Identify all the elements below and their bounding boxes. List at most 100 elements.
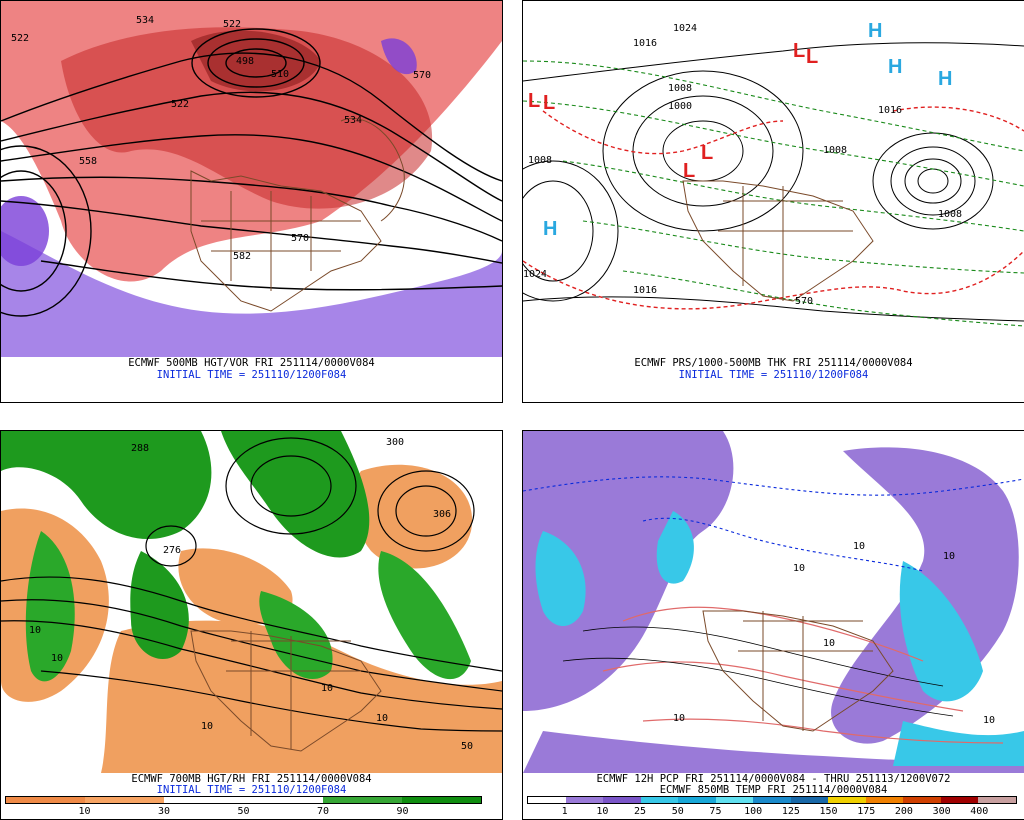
colorbar-swatch [164, 797, 244, 803]
colorbar-swatch [865, 797, 904, 803]
contour-label: 10 [376, 713, 388, 724]
colorbar-swatch [85, 797, 165, 803]
colorbar-tick-label: 50 [671, 806, 684, 817]
colorbar-tick-label: 100 [744, 806, 763, 817]
contour-label: 522 [11, 33, 29, 44]
contour-label: 10 [201, 721, 213, 732]
panel-title: ECMWF 700MB HGT/RH FRI 251114/0000V084 [131, 773, 372, 785]
high-pressure-label: H [938, 68, 952, 90]
colorbar-tick-label: 1 [561, 806, 568, 817]
contour-label: 534 [136, 15, 154, 26]
contour-label: 10 [51, 653, 63, 664]
colorbar-tick-label: 50 [237, 806, 250, 817]
low-pressure-label: L [543, 92, 555, 114]
colorbar-tick-label: 10 [596, 806, 609, 817]
low-pressure-label: L [683, 160, 695, 182]
colorbar-swatch [243, 797, 323, 803]
panel-init-time: INITIAL TIME = 251110/1200F084 [678, 369, 869, 381]
contour-label: 10 [321, 683, 333, 694]
contour-label: 1008 [668, 83, 692, 94]
contour-label: 10 [853, 541, 865, 552]
contour-label: 582 [233, 251, 251, 262]
contour-label: 1008 [823, 145, 847, 156]
contour-label: 1024 [523, 269, 547, 280]
contour-label: 10 [983, 715, 995, 726]
colorbar-swatch [678, 797, 716, 803]
contour-label: 1016 [633, 285, 657, 296]
pressure-map: 1024 1016 1008 1000 1008 1008 1016 1024 … [523, 1, 1024, 357]
colorbar-tick-label: 200 [894, 806, 913, 817]
colorbar-swatch [828, 797, 866, 803]
colorbar-tick-label: 150 [819, 806, 838, 817]
low-pressure-label: L [528, 90, 540, 112]
high-pressure-label: H [543, 218, 557, 240]
panel-700mb-hgt-rh: 300 306 276 288 10 10 10 10 50 10 ECMWF … [0, 430, 503, 820]
precip-map: 10 10 10 10 10 10 [523, 431, 1024, 773]
colorbar-tick-label: 70 [316, 806, 330, 817]
colorbar-tick-label: 30 [157, 806, 171, 817]
contour-label: 1016 [878, 105, 902, 116]
panel-init-time: INITIAL TIME = 251110/1200F084 [156, 369, 347, 381]
contour-label: 1008 [938, 209, 962, 220]
low-pressure-label: L [701, 142, 713, 164]
colorbar-swatch [565, 797, 604, 803]
vorticity-map: 534 522 522 558 570 534 522 570 498 510 … [1, 1, 502, 357]
contour-label: 1008 [528, 155, 552, 166]
contour-label: 10 [673, 713, 685, 724]
panel-title: ECMWF PRS/1000-500MB THK FRI 251114/0000… [634, 357, 913, 369]
precip-colorbar [527, 796, 1017, 804]
colorbar-tick-label: 25 [634, 806, 647, 817]
contour-label: 522 [223, 19, 241, 30]
contour-label: 1000 [668, 101, 692, 112]
contour-label: 570 [795, 296, 813, 307]
colorbar-swatch [603, 797, 641, 803]
colorbar-tick-label: 400 [970, 806, 989, 817]
contour-label: 534 [344, 115, 362, 126]
contour-label: 10 [29, 625, 41, 636]
colorbar-tick-label: 125 [781, 806, 800, 817]
contour-label: 510 [271, 69, 289, 80]
colorbar-tick-label: 75 [709, 806, 722, 817]
panel-500mb-hgt-vor: 534 522 522 558 570 534 522 570 498 510 … [0, 0, 503, 403]
contour-label: 306 [433, 509, 451, 520]
contour-label: 1024 [673, 23, 697, 34]
colorbar-swatch [903, 797, 941, 803]
contour-label: 522 [171, 99, 189, 110]
panel-subtitle: ECMWF 850MB TEMP FRI 251114/0000V084 [659, 784, 888, 796]
colorbar-tick-label: 10 [78, 806, 91, 817]
colorbar-swatch [401, 797, 482, 803]
contour-label: 300 [386, 437, 404, 448]
contour-label: 10 [943, 551, 955, 562]
colorbar-swatch [640, 797, 679, 803]
panel-precip-850mb-temp: 10 10 10 10 10 10 ECMWF 12H PCP FRI 2511… [522, 430, 1024, 820]
panel-prs-thickness: 1024 1016 1008 1000 1008 1008 1016 1024 … [522, 0, 1024, 403]
contour-label: 288 [131, 443, 149, 454]
contour-label: 10 [823, 638, 835, 649]
contour-label: 570 [413, 70, 431, 81]
colorbar-swatch [528, 797, 566, 803]
colorbar-tick-label: 90 [396, 806, 409, 817]
colorbar-swatch [978, 797, 1016, 803]
contour-label: 1016 [633, 38, 657, 49]
panel-title: ECMWF 500MB HGT/VOR FRI 251114/0000V084 [128, 357, 375, 369]
colorbar-tick-label: 300 [932, 806, 951, 817]
colorbar-swatch [790, 797, 829, 803]
high-pressure-label: H [888, 56, 902, 78]
colorbar-swatch [940, 797, 979, 803]
colorbar-swatch [715, 797, 754, 803]
panel-title: ECMWF 12H PCP FRI 251114/0000V084 - THRU… [596, 773, 951, 785]
high-pressure-label: H [868, 20, 882, 42]
rh-colorbar [5, 796, 482, 804]
colorbar-swatch [322, 797, 402, 803]
contour-label: 50 [461, 741, 473, 752]
colorbar-swatch [753, 797, 791, 803]
colorbar-swatch [6, 797, 86, 803]
contour-label: 570 [291, 233, 309, 244]
contour-label: 10 [793, 563, 805, 574]
low-pressure-label: L [806, 46, 818, 68]
colorbar-tick-label: 175 [857, 806, 876, 817]
low-pressure-label: L [793, 40, 805, 62]
contour-label: 276 [163, 545, 181, 556]
humidity-map: 300 306 276 288 10 10 10 10 50 10 [1, 431, 502, 773]
contour-label: 558 [79, 156, 97, 167]
